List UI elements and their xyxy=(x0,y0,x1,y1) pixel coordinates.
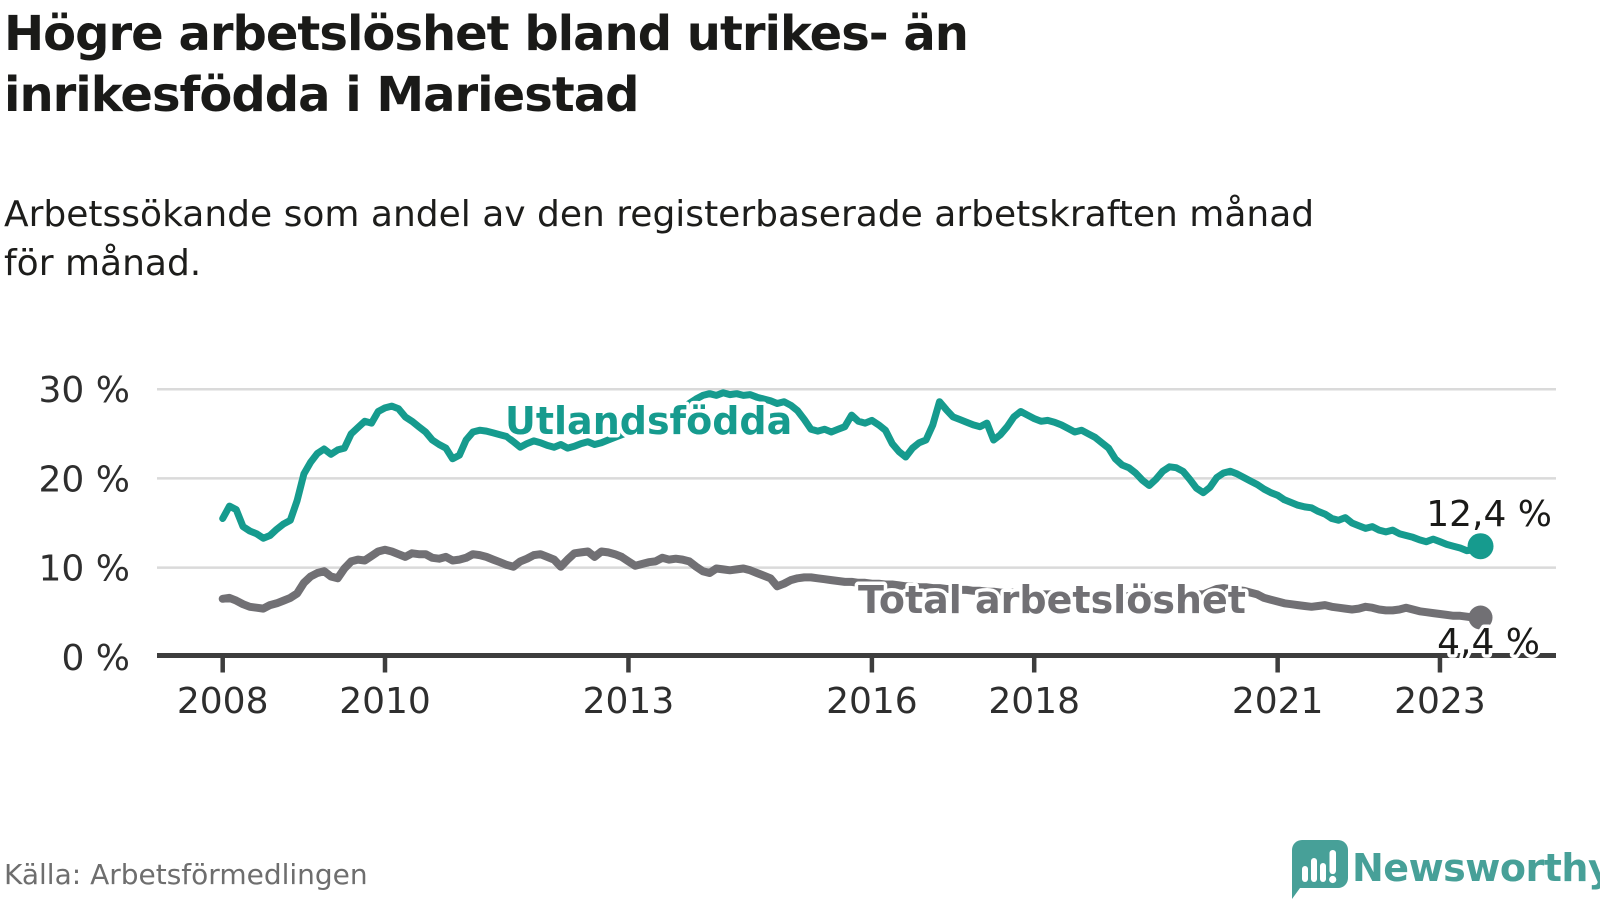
x-tick-label-2010: 2010 xyxy=(339,681,431,722)
y-tick-label-20: 20 % xyxy=(39,459,130,500)
logo-bar-3 xyxy=(1320,863,1326,882)
source-note: Källa: Arbetsförmedlingen xyxy=(4,858,368,891)
gridlines: 30 % 20 % 10 % 0 % xyxy=(39,370,1556,679)
end-value-label-utlandsfodda: 12,4 % xyxy=(1426,494,1552,535)
title-line-2: inrikesfödda i Mariestad xyxy=(4,67,639,123)
x-tick-label-2008: 2008 xyxy=(177,681,269,722)
logo-bar-1 xyxy=(1302,866,1308,882)
subtitle-line-2: för månad. xyxy=(4,243,202,284)
x-tick-label-2013: 2013 xyxy=(583,681,675,722)
page-subtitle: Arbetssökande som andel av den registerb… xyxy=(4,190,1584,288)
title-line-1: Högre arbetslöshet bland utrikes- än xyxy=(4,6,969,62)
series-label-total-arbetsloshet: Total arbetslöshet xyxy=(858,578,1246,622)
logo-bar-2 xyxy=(1311,858,1317,882)
newsworthy-logo-icon xyxy=(1292,840,1348,899)
end-dot-total xyxy=(1468,605,1493,630)
logo-exclamation-bar xyxy=(1329,850,1336,874)
page-title: Högre arbetslöshet bland utrikes- än inr… xyxy=(4,4,1584,126)
y-tick-label-10: 10 % xyxy=(39,549,130,590)
end-value-label-total: 4,4 % xyxy=(1437,622,1540,663)
series-line-total xyxy=(218,545,1485,622)
y-tick-label-0: 0 % xyxy=(61,638,130,679)
series-end-dots xyxy=(1467,533,1494,630)
end-dot-utlandsfodda xyxy=(1467,533,1494,560)
y-tick-label-30: 30 % xyxy=(39,370,130,411)
x-tick-label-2018: 2018 xyxy=(988,681,1080,722)
x-tick-label-2023: 2023 xyxy=(1394,681,1486,722)
subtitle-line-1: Arbetssökande som andel av den registerb… xyxy=(4,194,1315,235)
series-lines xyxy=(218,389,1485,622)
logo-exclamation-dot xyxy=(1329,875,1337,884)
series-label-utlandsfodda: Utlandsfödda xyxy=(505,399,792,443)
x-tick-label-2021: 2021 xyxy=(1232,681,1324,722)
x-tick-label-2016: 2016 xyxy=(826,681,918,722)
x-axis: 2008 2010 2013 2016 2018 2021 2023 xyxy=(157,653,1556,722)
newsworthy-wordmark: Newsworthy xyxy=(1352,846,1600,890)
series-line-utlandsfodda xyxy=(219,389,1484,555)
